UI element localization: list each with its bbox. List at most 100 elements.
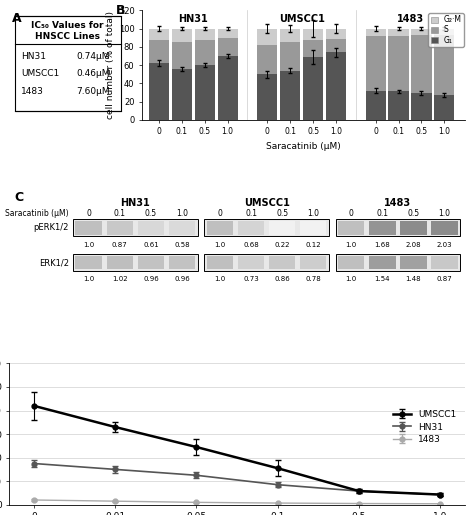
- Bar: [400, 221, 427, 235]
- Bar: [172, 68, 192, 120]
- Bar: [303, 28, 323, 40]
- Text: 2.08: 2.08: [406, 242, 421, 248]
- Bar: [434, 95, 455, 120]
- Text: 0.87: 0.87: [437, 277, 452, 282]
- Bar: [195, 40, 215, 65]
- Bar: [280, 71, 301, 120]
- Bar: [338, 256, 365, 269]
- Text: Saracatinib (μM): Saracatinib (μM): [5, 209, 69, 218]
- Bar: [369, 256, 395, 269]
- Bar: [15, 16, 121, 111]
- Bar: [195, 65, 215, 120]
- Bar: [434, 28, 455, 35]
- X-axis label: Saracatinib (μM): Saracatinib (μM): [266, 142, 341, 151]
- Text: 0.78: 0.78: [305, 277, 321, 282]
- Bar: [172, 42, 192, 68]
- Text: B: B: [116, 4, 126, 16]
- Bar: [300, 256, 327, 269]
- Text: 0.5: 0.5: [276, 209, 288, 218]
- Text: 0.12: 0.12: [305, 242, 321, 248]
- Bar: [326, 39, 346, 52]
- Bar: [207, 256, 233, 269]
- Text: HN31: HN31: [120, 198, 150, 208]
- Bar: [431, 221, 458, 235]
- Text: 1.0: 1.0: [346, 242, 357, 248]
- Y-axis label: cell number (% of total): cell number (% of total): [106, 11, 115, 119]
- Bar: [400, 256, 427, 269]
- Bar: [169, 221, 195, 235]
- Bar: [149, 40, 169, 63]
- Text: 0.1: 0.1: [245, 209, 257, 218]
- Bar: [204, 254, 329, 271]
- Text: 1.0: 1.0: [83, 242, 94, 248]
- Text: 0.1: 0.1: [376, 209, 388, 218]
- Text: 1.0: 1.0: [307, 209, 319, 218]
- Text: 2.03: 2.03: [437, 242, 452, 248]
- Text: 1.0: 1.0: [214, 277, 226, 282]
- Text: 0.5: 0.5: [407, 209, 419, 218]
- Bar: [75, 221, 102, 235]
- Bar: [75, 256, 102, 269]
- Text: 0.58: 0.58: [174, 242, 190, 248]
- Bar: [431, 256, 458, 269]
- Bar: [218, 28, 237, 38]
- Bar: [107, 256, 133, 269]
- Text: UMSCC1: UMSCC1: [244, 198, 290, 208]
- Bar: [169, 256, 195, 269]
- Bar: [411, 93, 431, 120]
- Text: 1.68: 1.68: [374, 242, 390, 248]
- Bar: [238, 221, 264, 235]
- Bar: [257, 74, 277, 120]
- Bar: [280, 28, 301, 42]
- Bar: [365, 28, 386, 36]
- Text: 0.61: 0.61: [143, 242, 159, 248]
- Bar: [73, 219, 198, 236]
- Bar: [338, 221, 365, 235]
- Bar: [326, 52, 346, 120]
- Bar: [411, 28, 431, 35]
- Text: 0.86: 0.86: [274, 277, 290, 282]
- Bar: [336, 219, 460, 236]
- Bar: [207, 221, 233, 235]
- Bar: [300, 221, 327, 235]
- Text: IC₅₀ Values for: IC₅₀ Values for: [31, 21, 103, 30]
- Text: 1.48: 1.48: [406, 277, 421, 282]
- Text: HN31: HN31: [178, 14, 208, 24]
- Bar: [326, 28, 346, 39]
- Bar: [411, 35, 431, 93]
- Bar: [280, 42, 301, 71]
- Text: 0.5: 0.5: [145, 209, 157, 218]
- Bar: [218, 56, 237, 120]
- Bar: [389, 92, 409, 120]
- Bar: [257, 45, 277, 74]
- Text: 1483: 1483: [384, 198, 411, 208]
- Bar: [172, 28, 192, 42]
- Text: UMSCC1: UMSCC1: [21, 70, 59, 78]
- Text: 1.0: 1.0: [83, 277, 94, 282]
- Text: 1.0: 1.0: [438, 209, 450, 218]
- Bar: [369, 221, 395, 235]
- Text: 0.46μM: 0.46μM: [76, 70, 110, 78]
- Text: A: A: [12, 12, 21, 25]
- Bar: [303, 57, 323, 120]
- Bar: [107, 221, 133, 235]
- Text: 0: 0: [349, 209, 354, 218]
- Text: 1483: 1483: [396, 14, 424, 24]
- Text: 0.96: 0.96: [143, 277, 159, 282]
- Legend: G₂·M, S, G₁: G₂·M, S, G₁: [428, 13, 464, 47]
- Text: UMSCC1: UMSCC1: [279, 14, 325, 24]
- Text: 0.87: 0.87: [112, 242, 128, 248]
- Bar: [218, 38, 237, 56]
- Text: 0.1: 0.1: [114, 209, 126, 218]
- Text: 0.68: 0.68: [243, 242, 259, 248]
- Bar: [238, 256, 264, 269]
- Bar: [137, 221, 164, 235]
- Text: 7.60μM: 7.60μM: [76, 87, 110, 96]
- Legend: UMSCC1, HN31, 1483: UMSCC1, HN31, 1483: [389, 406, 460, 448]
- Text: 1.0: 1.0: [176, 209, 188, 218]
- Bar: [389, 36, 409, 92]
- Text: 0: 0: [218, 209, 222, 218]
- Text: 1.54: 1.54: [374, 277, 390, 282]
- Text: 0: 0: [86, 209, 91, 218]
- Bar: [365, 36, 386, 91]
